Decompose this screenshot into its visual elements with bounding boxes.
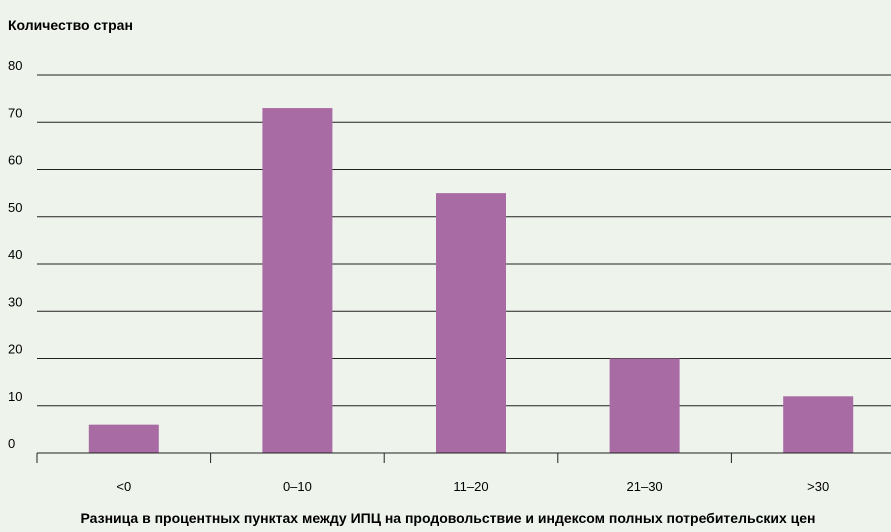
x-axis [36,452,891,463]
bar-3 [609,358,680,453]
y-tick-label: 40 [8,247,22,262]
y-tick-label: 20 [8,342,22,357]
bars [88,108,854,453]
x-tick-label: 21–30 [627,479,663,494]
bar-1 [262,108,333,453]
bar-4 [783,396,854,453]
y-tick-label: 0 [8,436,15,451]
x-axis-title: Разница в процентных пунктах между ИПЦ н… [81,510,816,526]
y-tick-label: 70 [8,105,22,120]
x-tick-label: >30 [807,479,829,494]
bar-0 [88,424,159,453]
y-tick-label: 10 [8,389,22,404]
y-tick-label: 50 [8,200,22,215]
bar-2 [436,193,506,453]
x-tick-label: 0–10 [283,479,312,494]
y-tick-label: 30 [8,294,22,309]
y-tick-label: 80 [8,58,22,73]
x-tick-label: 11–20 [453,479,488,494]
x-tick-label: <0 [116,479,131,494]
y-axis-title: Количество стран [8,17,133,33]
x-tick-labels: <0 0–10 11–20 21–30 >30 [116,479,829,494]
y-tick-labels: 0 10 20 30 40 50 60 70 80 [8,58,22,451]
y-tick-label: 60 [8,153,22,168]
